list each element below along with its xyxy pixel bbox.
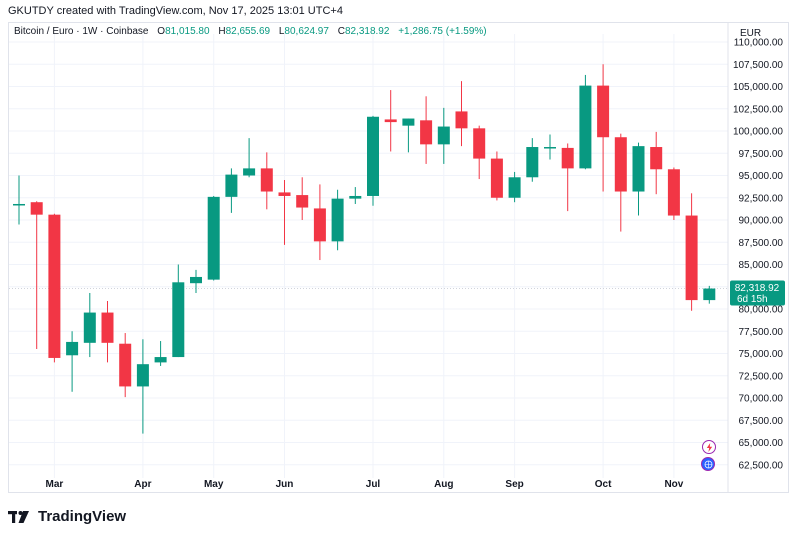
candle-body[interactable] [190,276,202,284]
candle-body[interactable] [48,214,61,358]
created-by-caption: GKUTDY created with TradingView.com, Nov… [8,5,343,17]
candle-body[interactable] [561,147,574,169]
candle-body[interactable] [508,177,521,198]
candle-body[interactable] [331,198,344,242]
candle-body[interactable] [30,202,43,215]
brand-name: TradingView [38,508,127,525]
x-month-label: Mar [46,479,64,490]
low-value: 80,624.97 [284,26,329,37]
candle-body[interactable] [473,128,486,159]
x-month-label: Nov [664,479,683,490]
candle-body[interactable] [154,357,167,363]
y-tick-label: 107,500.00 [733,60,783,71]
candle-body[interactable] [349,195,362,199]
y-tick-label: 105,000.00 [733,82,783,93]
globe-icon[interactable] [701,457,715,471]
y-tick-label: 95,000.00 [739,171,784,182]
candle-body[interactable] [544,147,556,149]
close-label: C [337,26,345,37]
y-tick-label: 62,500.00 [739,460,784,471]
y-tick-label: 97,500.00 [739,149,784,160]
candle-body[interactable] [597,85,610,138]
symbol-label: Bitcoin / Euro · 1W · Coinbase [14,26,149,37]
candle-body[interactable] [420,120,433,145]
last-price-tag [730,280,785,306]
candle-body[interactable] [384,119,397,123]
y-tick-label: 100,000.00 [733,127,783,138]
candle-body[interactable] [83,312,96,343]
chart-frame [8,22,789,493]
last-price-value: 82,318.92 [735,283,780,294]
open-label: O [157,26,166,37]
x-month-label: Jun [276,479,294,490]
candle-body[interactable] [101,312,114,343]
y-tick-label: 110,000.00 [734,38,784,49]
bar-countdown: 6d 15h [737,294,768,305]
candle-body[interactable] [703,288,716,301]
low-label: L [278,26,285,37]
high-value: 82,655.69 [225,26,271,37]
candle-body[interactable] [402,118,415,126]
x-month-label: May [204,479,224,490]
candle-body[interactable] [579,85,592,169]
y-tick-label: 77,500.00 [739,327,784,338]
x-month-label: Apr [134,479,151,490]
candle-body[interactable] [172,282,185,358]
candle-body[interactable] [667,169,680,216]
candle-body[interactable] [614,137,627,192]
y-tick-label: 102,500.00 [733,104,783,115]
y-tick-label: 92,500.00 [739,193,784,204]
candle-body[interactable] [490,158,503,198]
y-tick-label: 65,000.00 [739,438,784,449]
y-tick-label: 87,500.00 [739,238,784,249]
symbol-legend: Bitcoin / Euro · 1W · Coinbase O81,015.8… [14,26,487,37]
candle-body[interactable] [685,215,698,301]
y-tick-label: 75,000.00 [739,349,784,360]
candle-body[interactable] [526,147,539,178]
open-value: 81,015.80 [165,26,210,37]
candle-body[interactable] [66,341,79,356]
y-tick-label: 72,500.00 [739,371,784,382]
x-month-label: Jul [366,479,381,490]
candle-body[interactable] [136,364,149,387]
candle-body[interactable] [13,203,25,206]
candle-body[interactable] [313,208,326,242]
x-month-label: Oct [595,479,612,490]
x-month-label: Aug [434,479,453,490]
candle-body[interactable] [367,116,379,196]
candle-body[interactable] [225,174,238,197]
lightning-icon[interactable] [702,440,716,454]
candle-body[interactable] [119,343,132,387]
candle-body[interactable] [437,126,450,145]
candle-body[interactable] [207,196,220,280]
y-tick-label: 70,000.00 [739,394,784,405]
change-value: +1,286.75 (+1.59%) [398,26,487,37]
close-value: 82,318.92 [344,26,390,37]
tradingview-logo-icon [8,510,29,523]
footer-brand: TradingView [8,508,126,525]
candle-body[interactable] [455,111,468,129]
currency-label: EUR [740,28,761,39]
candle-body[interactable] [632,146,645,192]
candle-body[interactable] [278,192,291,196]
y-tick-label: 90,000.00 [739,216,784,227]
y-tick-label: 67,500.00 [739,416,784,427]
high-label: H [218,26,226,37]
y-tick-label: 80,000.00 [739,305,784,316]
candle-body[interactable] [260,168,273,192]
candle-body[interactable] [296,195,309,208]
candle-body[interactable] [650,147,663,170]
candle-body[interactable] [243,168,256,176]
x-month-label: Sep [505,479,523,490]
y-tick-label: 85,000.00 [739,260,784,271]
